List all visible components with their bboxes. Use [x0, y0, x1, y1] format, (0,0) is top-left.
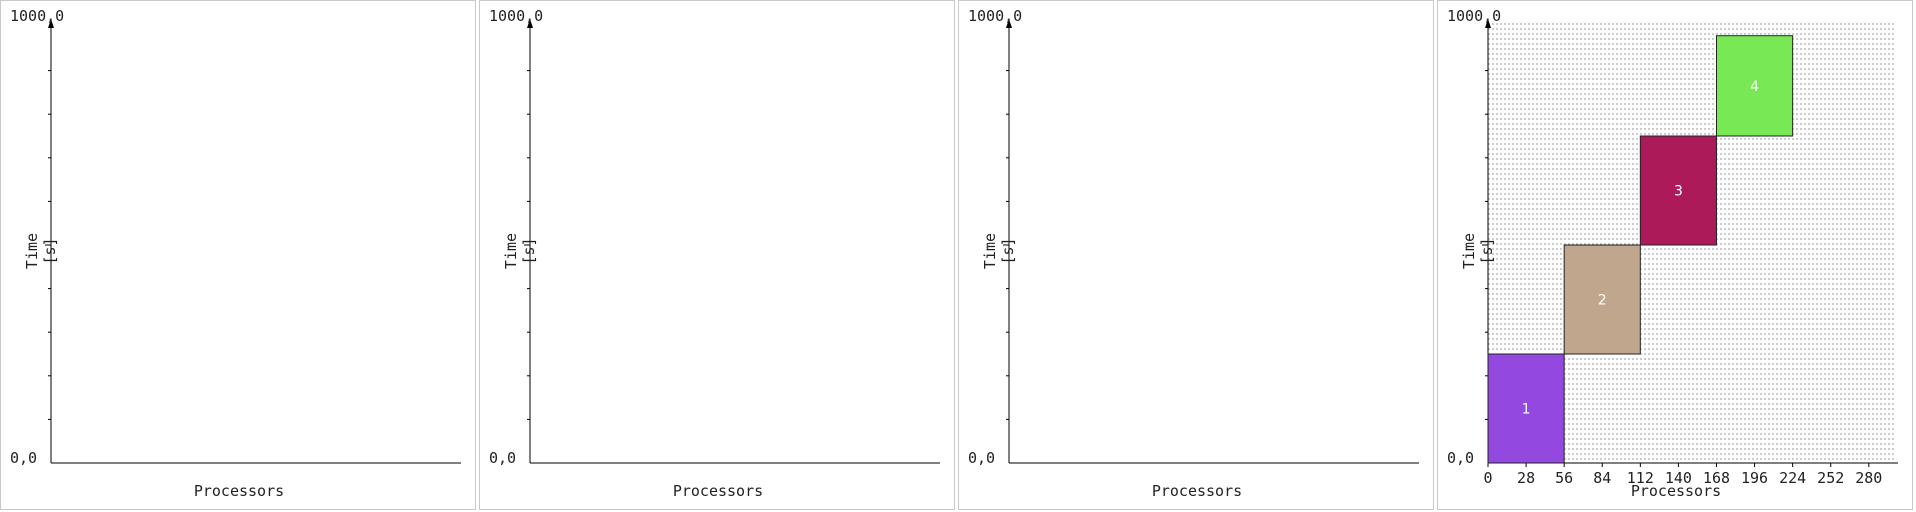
y-axis-label: Time [s]: [23, 232, 59, 270]
x-tick-label: 224: [1779, 469, 1806, 487]
task-label-1: 1: [1522, 402, 1531, 418]
x-tick-label: 196: [1741, 469, 1768, 487]
chart-panel-3: 1000,0 0,0 Time [s] Processors: [958, 0, 1434, 510]
x-tick-label: 168: [1703, 469, 1730, 487]
y-min-label: 0,0: [10, 449, 38, 467]
x-tick-label: 84: [1593, 469, 1611, 487]
plot-area: [45, 19, 461, 464]
y-axis-label: Time [s]: [981, 232, 1017, 270]
x-tick-label: 112: [1627, 469, 1654, 487]
y-axis-arrow: [527, 19, 533, 28]
task-label-3: 3: [1674, 184, 1683, 200]
plot-area: [1003, 19, 1419, 464]
y-min-label: 0,0: [1447, 449, 1475, 467]
task-bar-2: [1563, 244, 1641, 355]
chart-panel-1: 1000,0 0,0 Time [s] Processors: [0, 0, 476, 510]
chart-panel-2: 1000,0 0,0 Time [s] Processors: [479, 0, 955, 510]
task-label-2: 2: [1598, 293, 1607, 309]
y-max-label: 1000,0: [10, 7, 65, 25]
task-bar-1: [1487, 353, 1565, 464]
y-axis-arrow: [48, 19, 54, 28]
y-max-label: 1000,0: [1447, 7, 1502, 25]
x-tick-label: 0: [1483, 469, 1492, 487]
x-tick-label: 280: [1855, 469, 1882, 487]
y-max-label: 1000,0: [489, 7, 544, 25]
y-axis-label: Time [s]: [1460, 232, 1496, 270]
task-bar-4: [1715, 35, 1794, 137]
chart-panel-4: 0 28 56 84 112 140 168 196 224 252 280 1 2 3 4 1000,0 …: [1437, 0, 1913, 510]
plot-area: [524, 19, 940, 464]
x-axis-label: Processors: [1630, 482, 1722, 500]
y-axis-arrow: [1485, 19, 1491, 28]
plot-area: 0 28 56 84 112 140 168 196 224 252 280 1 2 3 4: [1482, 19, 1898, 487]
x-axis-label: Processors: [672, 482, 764, 500]
task-bar-3: [1639, 135, 1717, 246]
x-tick-label: 28: [1517, 469, 1535, 487]
y-axis-arrow: [1006, 19, 1012, 28]
x-axis-label: Processors: [193, 482, 285, 500]
y-min-label: 0,0: [489, 449, 517, 467]
y-min-label: 0,0: [968, 449, 996, 467]
y-max-label: 1000,0: [968, 7, 1023, 25]
x-tick-label: 252: [1817, 469, 1844, 487]
x-tick-label: 140: [1665, 469, 1692, 487]
y-axis-label: Time [s]: [502, 232, 538, 270]
x-tick-label: 56: [1555, 469, 1573, 487]
task-label-4: 4: [1750, 79, 1759, 95]
x-axis-label: Processors: [1151, 482, 1243, 500]
